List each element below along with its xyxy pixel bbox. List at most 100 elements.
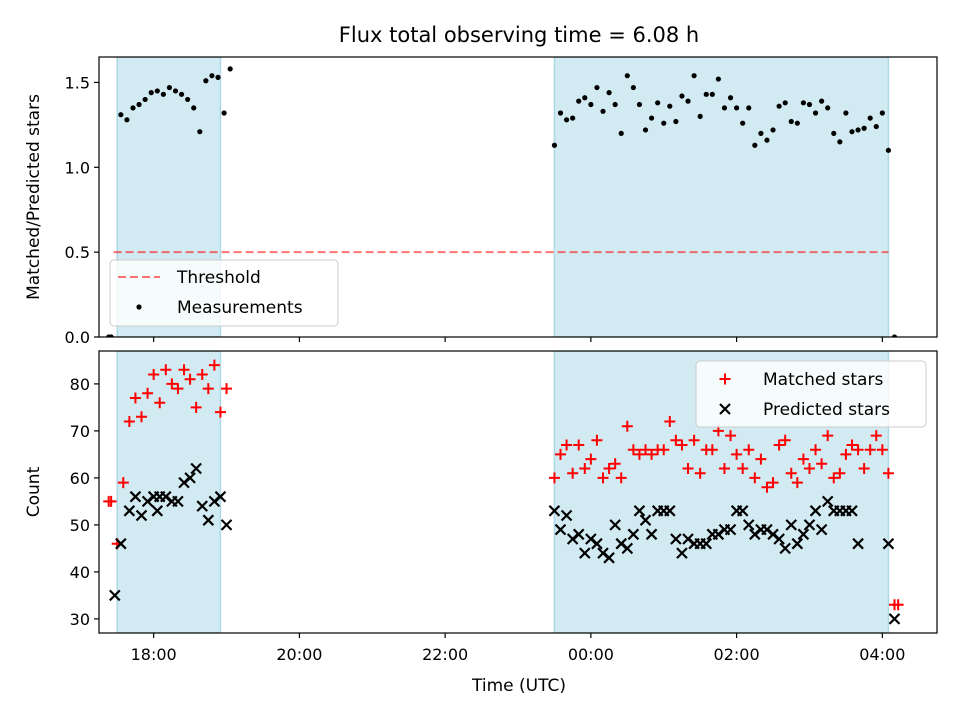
- predicted-star-point: [190, 462, 202, 475]
- predicted-star-point: [172, 495, 184, 508]
- measurement-point: [655, 100, 661, 106]
- predicted-star-point: [129, 490, 142, 503]
- measurement-point: [831, 130, 837, 136]
- measurement-point: [221, 110, 227, 116]
- predicted-star-point: [109, 589, 121, 602]
- matched-star-point: [621, 420, 633, 432]
- measurement-point: [734, 105, 740, 111]
- matched-star-point: [797, 453, 809, 465]
- measurement-point: [594, 84, 600, 91]
- matched-star-point: [172, 383, 184, 395]
- matched-star-point: [755, 453, 767, 465]
- measurement-point: [185, 96, 191, 103]
- predicted-star-point: [803, 519, 816, 531]
- predicted-star-point: [676, 547, 688, 559]
- measurement-point: [203, 78, 209, 84]
- matched-star-point: [706, 444, 718, 456]
- matched-star-point: [585, 453, 597, 465]
- x-tick-label: 00:00: [568, 645, 614, 664]
- measurement-point: [794, 120, 800, 126]
- matched-star-point: [160, 364, 172, 376]
- predicted-star-point: [809, 505, 822, 517]
- matched-star-point: [148, 369, 160, 380]
- y-tick-label: 60: [70, 469, 90, 488]
- predicted-star-point: [202, 514, 215, 526]
- measurement-point: [612, 101, 618, 108]
- predicted-star-point: [664, 505, 676, 517]
- predicted-star-point: [791, 537, 804, 550]
- matched-star-point: [184, 373, 196, 385]
- predicted-star-point: [888, 613, 901, 625]
- matched-star-point: [828, 472, 840, 484]
- measurement-point: [752, 142, 758, 148]
- legend-label: Threshold: [176, 268, 261, 288]
- matched-star-point: [561, 439, 573, 451]
- legend-predicted-swatch: [719, 403, 731, 415]
- matched-star-point: [166, 378, 178, 390]
- y-axis-label: Count: [24, 466, 44, 517]
- x-tick-label: 20:00: [276, 645, 322, 664]
- matched-star-point: [773, 439, 785, 451]
- matched-star-point: [208, 359, 220, 371]
- measurement-point: [172, 88, 179, 94]
- x-tick-label: 18:00: [131, 645, 177, 664]
- measurement-point: [197, 129, 203, 135]
- measurement-point: [812, 110, 819, 116]
- predicted-star-point: [609, 519, 621, 531]
- matched-star-point: [178, 364, 190, 376]
- y-tick-label: 30: [70, 610, 90, 629]
- measurement-point: [715, 76, 721, 82]
- plot-area: [106, 57, 898, 337]
- matched-star-point: [834, 467, 846, 479]
- matched-star-point: [615, 472, 627, 484]
- matched-star-point: [876, 444, 888, 456]
- matched-star-point: [117, 477, 129, 489]
- predicted-star-point: [572, 528, 585, 541]
- measurement-point: [758, 130, 764, 136]
- matched-star-point: [870, 430, 882, 442]
- predicted-star-point: [797, 528, 810, 541]
- matched-star-point: [670, 434, 682, 446]
- matched-star-point: [664, 416, 676, 427]
- predicted-star-point: [214, 490, 227, 503]
- measurement-point: [576, 98, 582, 104]
- y-tick-label: 70: [70, 422, 90, 441]
- matched-star-point: [105, 495, 117, 507]
- measurement-point: [215, 74, 221, 80]
- matched-star-point: [609, 458, 621, 470]
- predicted-star-point: [554, 523, 567, 536]
- measurement-point: [600, 108, 606, 114]
- y-tick-label: 80: [70, 375, 90, 394]
- matched-star-point: [731, 448, 743, 460]
- y-tick-label: 50: [70, 516, 90, 535]
- measurement-point: [142, 96, 148, 103]
- y-axis-label: Matched/Predicted stars: [24, 94, 44, 300]
- predicted-star-point: [621, 542, 634, 555]
- matched-star-point: [548, 472, 560, 484]
- measurement-point: [782, 100, 788, 106]
- predicted-star-point: [821, 495, 834, 508]
- matched-star-point: [803, 463, 815, 474]
- measurement-point: [166, 84, 173, 91]
- measurement-point: [642, 127, 649, 133]
- predicted-star-point: [779, 542, 791, 555]
- predicted-star-point: [591, 537, 603, 550]
- legend-label: Measurements: [177, 298, 303, 318]
- matched-star-point: [190, 401, 202, 413]
- measurement-point: [855, 127, 861, 133]
- y-tick-label: 1.5: [65, 73, 90, 92]
- matched-star-point: [567, 467, 579, 479]
- measurement-point: [118, 112, 124, 118]
- measurement-point: [746, 105, 752, 111]
- measurement-point: [685, 98, 691, 104]
- measurement-point: [551, 142, 558, 148]
- measurement-point: [136, 101, 142, 108]
- predicted-star-point: [773, 533, 785, 545]
- legend-box: [695, 360, 927, 428]
- matched-star-point: [682, 463, 694, 474]
- predicted-star-point: [184, 472, 196, 484]
- measurement-point: [563, 117, 570, 123]
- predicted-star-point: [115, 537, 127, 550]
- matched-star-point: [743, 444, 755, 456]
- matched-star-point: [202, 383, 214, 395]
